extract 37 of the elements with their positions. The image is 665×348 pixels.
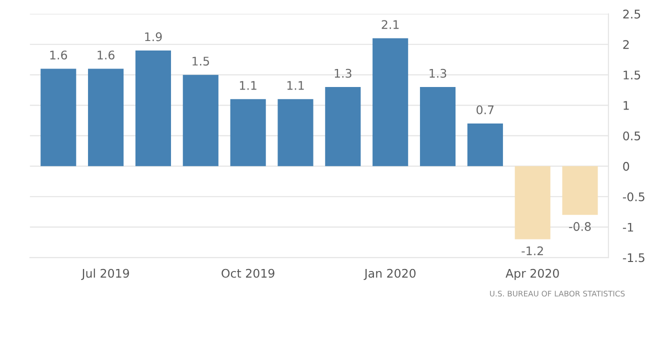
data-label: 1.6 xyxy=(50,50,68,60)
bar xyxy=(230,99,266,166)
y-tick-label: -0.5 xyxy=(622,192,644,202)
x-tick-label: Jul 2019 xyxy=(81,268,129,280)
y-tick-label: -1.5 xyxy=(622,253,644,262)
bar xyxy=(372,38,408,166)
y-tick-label: 0 xyxy=(623,162,630,171)
bar xyxy=(420,87,456,166)
bar xyxy=(278,99,314,166)
data-label: 1.9 xyxy=(145,32,162,42)
y-tick-label: 0.5 xyxy=(623,131,640,140)
data-label: 1.1 xyxy=(287,81,304,90)
bar xyxy=(135,50,172,166)
data-label: 1.1 xyxy=(240,81,256,90)
data-label: 1.3 xyxy=(430,68,446,78)
bar xyxy=(40,68,76,166)
bar xyxy=(514,166,550,240)
data-label: -0.8 xyxy=(569,222,591,231)
data-label: 0.7 xyxy=(476,105,494,114)
bar xyxy=(562,166,598,215)
data-label: 2.1 xyxy=(382,20,399,29)
y-tick-label: 1 xyxy=(624,101,629,110)
data-label: 1.6 xyxy=(98,50,114,60)
y-tick-label: 1.5 xyxy=(624,70,640,80)
x-tick-label: Apr 2020 xyxy=(506,268,559,280)
bar xyxy=(325,87,361,166)
bar xyxy=(88,68,124,166)
data-label: 1.5 xyxy=(192,56,209,66)
x-tick-label: Jan 2020 xyxy=(364,268,416,280)
y-tick-label: 2.5 xyxy=(623,10,640,19)
data-label: 1.3 xyxy=(334,68,352,78)
y-tick-label: -1 xyxy=(622,222,634,232)
x-tick-label: Oct 2019 xyxy=(222,268,274,278)
y-tick-label: 2 xyxy=(623,40,629,49)
bar xyxy=(182,74,218,166)
data-label: -1.2 xyxy=(522,246,543,256)
bar xyxy=(467,124,503,166)
